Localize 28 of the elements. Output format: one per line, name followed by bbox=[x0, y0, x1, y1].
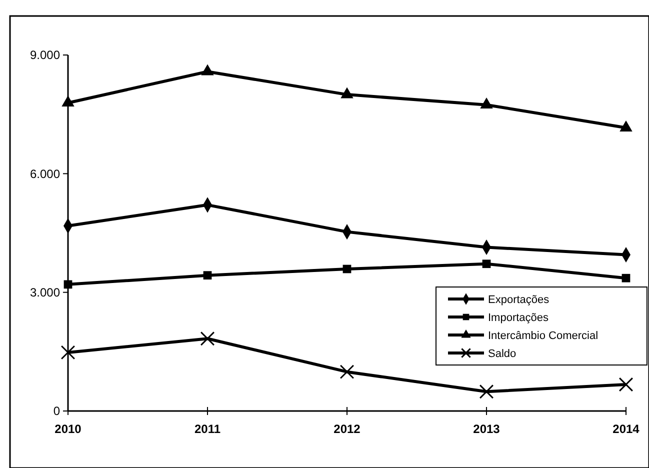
x-tick-label: 2010 bbox=[54, 422, 82, 436]
point bbox=[482, 260, 491, 268]
x-tick-label: 2013 bbox=[473, 422, 500, 436]
y-tick-label: 0 bbox=[53, 404, 60, 418]
x-tick-label: 2014 bbox=[612, 422, 640, 436]
point bbox=[340, 87, 354, 98]
y-tick-label: 9.000 bbox=[30, 48, 60, 62]
point bbox=[340, 364, 354, 380]
point bbox=[200, 331, 215, 346]
point bbox=[64, 280, 72, 289]
point bbox=[201, 64, 214, 76]
x-tick-label: 2012 bbox=[334, 422, 361, 436]
point bbox=[618, 377, 634, 392]
legend-label: Saldo bbox=[488, 348, 516, 360]
y-tick-label: 3.000 bbox=[30, 286, 60, 300]
point bbox=[620, 120, 632, 132]
legend-label: Exportações bbox=[488, 294, 550, 306]
point bbox=[62, 96, 74, 107]
point bbox=[203, 271, 212, 280]
point bbox=[622, 274, 630, 282]
point bbox=[479, 384, 494, 399]
legend-label: Intercâmbio Comercial bbox=[488, 330, 598, 342]
legend-label: Importações bbox=[488, 312, 550, 324]
point bbox=[342, 264, 352, 274]
y-tick-label: 6.000 bbox=[30, 166, 60, 181]
x-tick-label: 2011 bbox=[194, 422, 221, 436]
point bbox=[480, 98, 493, 109]
point bbox=[60, 345, 76, 360]
